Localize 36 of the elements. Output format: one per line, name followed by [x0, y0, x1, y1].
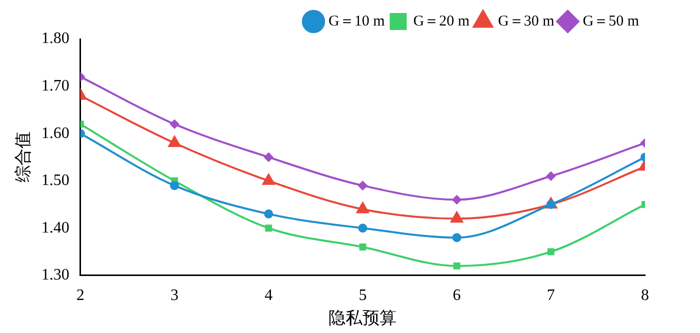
- point: [356, 202, 369, 214]
- y-tick-label: 1.30: [41, 266, 70, 284]
- legend-label: G＝30 m: [498, 13, 555, 30]
- point: [170, 120, 179, 129]
- point: [359, 244, 366, 251]
- x-tick-label: 5: [358, 287, 367, 304]
- point: [264, 152, 274, 162]
- point: [358, 224, 368, 233]
- x-tick-label: 6: [452, 287, 461, 304]
- point: [264, 209, 274, 218]
- y-tick-label: 1.80: [41, 30, 70, 48]
- point: [546, 172, 556, 181]
- point: [170, 181, 179, 190]
- point: [453, 262, 460, 270]
- legend-label: G＝20 m: [413, 13, 470, 30]
- point: [450, 212, 463, 223]
- point: [452, 195, 462, 204]
- point: [358, 181, 368, 190]
- point: [452, 233, 462, 242]
- x-tick-label: 3: [170, 287, 178, 304]
- legend-label: G＝10 m: [328, 13, 386, 30]
- x-tick-label: 2: [76, 287, 84, 304]
- x-tick-label: 4: [264, 287, 273, 304]
- y-tick-label: 1.40: [41, 219, 70, 236]
- y-tick-label: 1.50: [41, 172, 70, 190]
- legend-label: G＝50 m: [582, 13, 640, 30]
- point: [547, 248, 554, 256]
- y-tick-label: 1.70: [41, 77, 70, 94]
- point: [265, 224, 272, 232]
- point: [168, 136, 181, 148]
- point: [262, 174, 275, 185]
- y-axis-title: 综合值: [14, 132, 33, 183]
- x-axis-title: 隐私预算: [328, 308, 397, 328]
- x-tick-label: 7: [546, 287, 555, 304]
- y-tick-label: 1.60: [41, 124, 70, 142]
- x-tick-label: 8: [641, 287, 649, 304]
